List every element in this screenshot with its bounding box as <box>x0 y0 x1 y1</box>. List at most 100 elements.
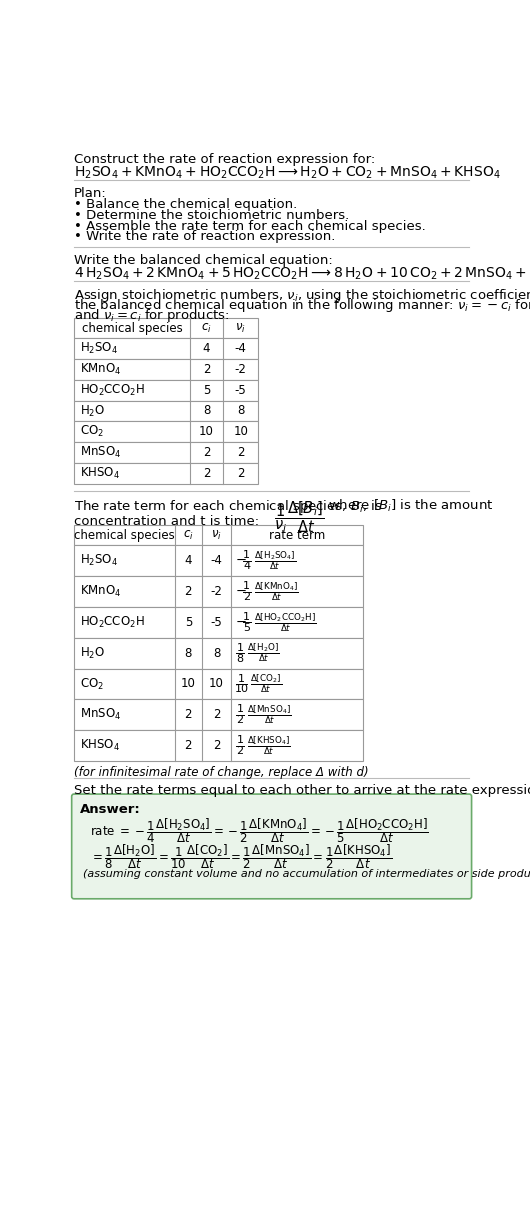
Text: 10: 10 <box>181 678 196 691</box>
Text: -2: -2 <box>210 585 223 598</box>
Text: 4: 4 <box>243 562 250 571</box>
Text: The rate term for each chemical species, $B_i$, is: The rate term for each chemical species,… <box>74 498 383 515</box>
Text: 2: 2 <box>236 747 243 756</box>
Text: Construct the rate of reaction expression for:: Construct the rate of reaction expressio… <box>74 152 375 165</box>
Text: $= \dfrac{1}{8}\dfrac{\Delta[\mathrm{H_2O}]}{\Delta t}= \dfrac{1}{10}\dfrac{\Del: $= \dfrac{1}{8}\dfrac{\Delta[\mathrm{H_2… <box>90 843 392 871</box>
Text: -5: -5 <box>211 616 223 629</box>
Bar <box>74 401 259 422</box>
Text: 2: 2 <box>237 446 244 459</box>
Text: $\nu_i$: $\nu_i$ <box>235 321 246 335</box>
Text: 2: 2 <box>237 466 244 480</box>
Text: 2: 2 <box>236 715 243 725</box>
Text: 2: 2 <box>184 739 192 753</box>
Text: $\mathregular{HO_2CCO_2H}$: $\mathregular{HO_2CCO_2H}$ <box>80 615 145 629</box>
Text: 1: 1 <box>243 551 250 561</box>
Bar <box>74 525 363 545</box>
Text: $\frac{\Delta[\mathrm{H_2O}]}{\Delta t}$: $\frac{\Delta[\mathrm{H_2O}]}{\Delta t}$ <box>247 641 279 664</box>
Text: • Assemble the rate term for each chemical species.: • Assemble the rate term for each chemic… <box>74 220 426 233</box>
Text: −: − <box>236 585 247 598</box>
Bar <box>74 668 363 699</box>
Text: 1: 1 <box>243 612 250 622</box>
Text: $\nu_i$: $\nu_i$ <box>211 529 222 542</box>
Text: 1: 1 <box>236 704 243 714</box>
Text: 10: 10 <box>234 685 249 695</box>
Text: 2: 2 <box>213 739 220 753</box>
Text: $\mathregular{CO_2}$: $\mathregular{CO_2}$ <box>80 424 104 440</box>
Text: $\mathregular{H_2SO_4}$: $\mathregular{H_2SO_4}$ <box>80 553 118 568</box>
Text: $\frac{\Delta[\mathrm{KHSO_4}]}{\Delta t}$: $\frac{\Delta[\mathrm{KHSO_4}]}{\Delta t… <box>247 734 290 757</box>
Text: 8: 8 <box>184 646 192 660</box>
Text: $c_i$: $c_i$ <box>201 321 212 335</box>
Text: 2: 2 <box>203 466 210 480</box>
Text: −: − <box>236 616 247 629</box>
Text: $\frac{\Delta[\mathrm{CO_2}]}{\Delta t}$: $\frac{\Delta[\mathrm{CO_2}]}{\Delta t}$ <box>250 673 282 696</box>
Text: concentration and t is time:: concentration and t is time: <box>74 515 259 528</box>
Text: 8: 8 <box>236 654 243 663</box>
Text: • Balance the chemical equation.: • Balance the chemical equation. <box>74 198 297 211</box>
Text: $\frac{\Delta[\mathrm{HO_2CCO_2H}]}{\Delta t}$: $\frac{\Delta[\mathrm{HO_2CCO_2H}]}{\Del… <box>254 611 316 634</box>
Text: 10: 10 <box>199 425 214 439</box>
Text: 5: 5 <box>184 616 192 629</box>
Text: 1: 1 <box>236 736 243 745</box>
Bar <box>74 422 259 442</box>
Text: chemical species: chemical species <box>74 529 175 542</box>
Bar <box>74 379 259 401</box>
Text: rate term: rate term <box>269 529 325 542</box>
Text: 2: 2 <box>203 446 210 459</box>
Bar <box>74 359 259 379</box>
Text: −: − <box>236 554 247 568</box>
Text: 8: 8 <box>213 646 220 660</box>
Text: 1: 1 <box>236 643 243 652</box>
Text: Write the balanced chemical equation:: Write the balanced chemical equation: <box>74 254 333 267</box>
Text: $\frac{\Delta[\mathrm{H_2SO_4}]}{\Delta t}$: $\frac{\Delta[\mathrm{H_2SO_4}]}{\Delta … <box>254 550 296 573</box>
Text: $c_i$: $c_i$ <box>183 529 193 542</box>
Text: 1: 1 <box>243 581 250 591</box>
Text: the balanced chemical equation in the following manner: $\nu_i = -c_i$ for react: the balanced chemical equation in the fo… <box>74 297 530 314</box>
Text: 2: 2 <box>184 585 192 598</box>
Text: $\mathrm{4\,H_2SO_4 + 2\,KMnO_4 + 5\,HO_2CCO_2H \longrightarrow8\,H_2O + 10\,CO_: $\mathrm{4\,H_2SO_4 + 2\,KMnO_4 + 5\,HO_… <box>74 266 530 283</box>
Text: $\mathregular{KMnO_4}$: $\mathregular{KMnO_4}$ <box>80 362 121 377</box>
Text: 1: 1 <box>238 674 245 684</box>
Text: -2: -2 <box>235 362 246 376</box>
Text: -4: -4 <box>210 554 223 568</box>
Text: $\frac{\Delta[\mathrm{KMnO_4}]}{\Delta t}$: $\frac{\Delta[\mathrm{KMnO_4}]}{\Delta t… <box>254 580 298 603</box>
Text: $\mathregular{HO_2CCO_2H}$: $\mathregular{HO_2CCO_2H}$ <box>80 383 145 397</box>
Text: 4: 4 <box>203 342 210 355</box>
Text: $\mathregular{MnSO_4}$: $\mathregular{MnSO_4}$ <box>80 707 121 722</box>
Bar <box>74 545 363 576</box>
Bar <box>74 463 259 483</box>
Bar <box>74 318 259 338</box>
Text: (for infinitesimal rate of change, replace Δ with d): (for infinitesimal rate of change, repla… <box>74 766 369 779</box>
Text: • Determine the stoichiometric numbers.: • Determine the stoichiometric numbers. <box>74 209 349 222</box>
Text: $\frac{\Delta[\mathrm{MnSO_4}]}{\Delta t}$: $\frac{\Delta[\mathrm{MnSO_4}]}{\Delta t… <box>247 703 292 726</box>
Text: $\mathregular{KHSO_4}$: $\mathregular{KHSO_4}$ <box>80 738 120 753</box>
Bar <box>74 576 363 606</box>
Bar <box>74 442 259 463</box>
Text: 8: 8 <box>203 405 210 418</box>
Text: 2: 2 <box>203 362 210 376</box>
Text: (assuming constant volume and no accumulation of intermediates or side products): (assuming constant volume and no accumul… <box>83 869 530 878</box>
Text: Plan:: Plan: <box>74 186 107 199</box>
Text: rate $= -\dfrac{1}{4}\dfrac{\Delta[\mathrm{H_2SO_4}]}{\Delta t}= -\dfrac{1}{2}\d: rate $= -\dfrac{1}{4}\dfrac{\Delta[\math… <box>90 817 428 846</box>
Text: where $[B_i]$ is the amount: where $[B_i]$ is the amount <box>328 498 493 513</box>
Text: 5: 5 <box>243 623 250 633</box>
Text: -5: -5 <box>235 384 246 396</box>
Text: $\mathregular{H_2O}$: $\mathregular{H_2O}$ <box>80 645 105 661</box>
Text: 10: 10 <box>233 425 248 439</box>
Text: 4: 4 <box>184 554 192 568</box>
Text: $\mathregular{CO_2}$: $\mathregular{CO_2}$ <box>80 676 104 691</box>
Text: -4: -4 <box>235 342 246 355</box>
Text: and $\nu_i = c_i$ for products:: and $\nu_i = c_i$ for products: <box>74 307 229 325</box>
Text: Assign stoichiometric numbers, $\nu_i$, using the stoichiometric coefficients, $: Assign stoichiometric numbers, $\nu_i$, … <box>74 288 530 304</box>
Text: • Write the rate of reaction expression.: • Write the rate of reaction expression. <box>74 231 335 244</box>
Bar <box>74 699 363 730</box>
FancyBboxPatch shape <box>72 794 472 899</box>
Text: $\dfrac{1}{\nu_i}\dfrac{\Delta[B_i]}{\Delta t}$: $\dfrac{1}{\nu_i}\dfrac{\Delta[B_i]}{\De… <box>274 499 324 535</box>
Text: $\mathregular{KMnO_4}$: $\mathregular{KMnO_4}$ <box>80 583 121 599</box>
Text: chemical species: chemical species <box>82 321 182 335</box>
Bar <box>74 730 363 761</box>
Text: $\mathrm{H_2SO_4 + KMnO_4 + HO_2CCO_2H \longrightarrow H_2O + CO_2 + MnSO_4 + KH: $\mathrm{H_2SO_4 + KMnO_4 + HO_2CCO_2H \… <box>74 165 501 181</box>
Text: 8: 8 <box>237 405 244 418</box>
Bar <box>74 606 363 638</box>
Bar <box>74 638 363 668</box>
